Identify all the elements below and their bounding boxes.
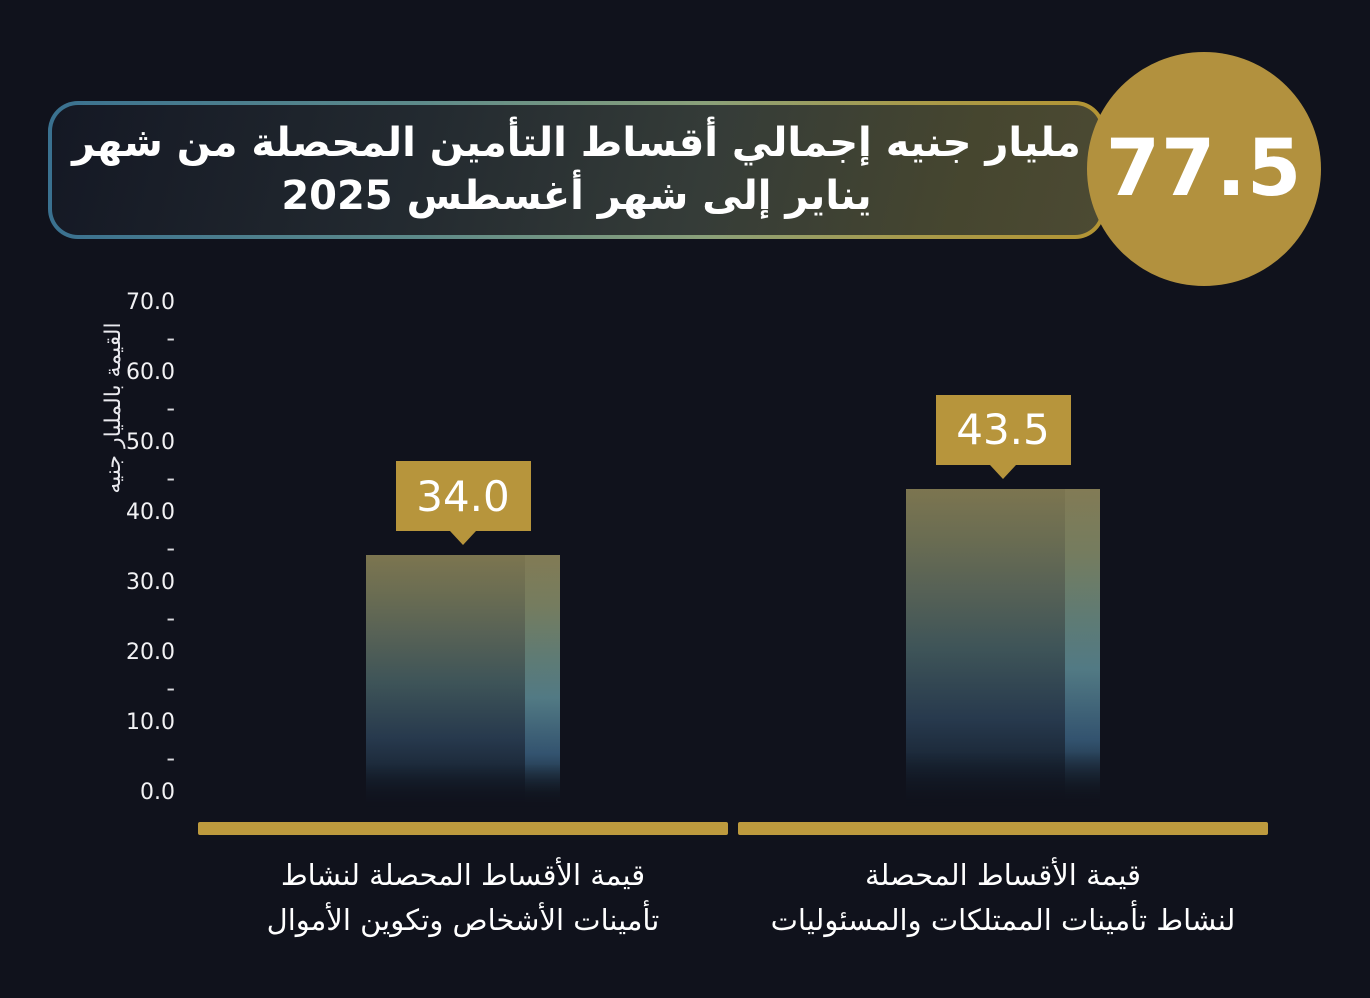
category-label: قيمة الأقساط المحصلة لنشاط تأمينات الممت… (770, 858, 1236, 937)
category-axis-line (198, 822, 728, 835)
title-card-inner: مليار جنيه إجمالي أقساط التأمين المحصلة … (52, 105, 1101, 235)
data-label-callout: 43.5 (935, 394, 1071, 479)
callout-tail (450, 531, 476, 545)
data-label-value: 34.0 (416, 471, 510, 521)
y-tick-label: 70.0 (126, 290, 175, 315)
bar-highlight-strip (525, 555, 560, 810)
y-tick-label: 60.0 (126, 360, 175, 385)
title-card: مليار جنيه إجمالي أقساط التأمين المحصلة … (48, 101, 1105, 239)
category-axis-line (738, 822, 1268, 835)
y-tick-label: 0.0 (140, 780, 175, 805)
data-label-value: 43.5 (956, 405, 1050, 454)
bar-face (366, 555, 525, 810)
callout-tail (990, 464, 1016, 479)
total-badge: 77.5 (1087, 52, 1321, 286)
data-label-callout: 34.0 (395, 461, 531, 545)
bar-1 (366, 555, 560, 810)
y-tick-minor-dash: - (166, 324, 175, 352)
bar-face (906, 488, 1065, 810)
y-tick-minor-dash: - (166, 464, 175, 492)
y-tick-label: 10.0 (126, 710, 175, 735)
y-tick-label: 20.0 (126, 640, 175, 665)
y-tick-minor-dash: - (166, 604, 175, 632)
y-tick-minor-dash: - (166, 744, 175, 772)
y-tick-label: 50.0 (126, 430, 175, 455)
bar-2 (906, 488, 1100, 810)
category-label: قيمة الأقساط المحصلة لنشاط تأمينات الأشخ… (266, 858, 660, 937)
y-tick-minor-dash: - (166, 534, 175, 562)
y-tick-label: 40.0 (126, 500, 175, 525)
y-tick-minor-dash: - (166, 674, 175, 702)
chart-title: مليار جنيه إجمالي أقساط التأمين المحصلة … (72, 120, 1081, 219)
bar-highlight-strip (1065, 488, 1100, 810)
total-badge-value: 77.5 (1105, 124, 1303, 214)
y-tick-label: 30.0 (126, 570, 175, 595)
y-tick-minor-dash: - (166, 394, 175, 422)
